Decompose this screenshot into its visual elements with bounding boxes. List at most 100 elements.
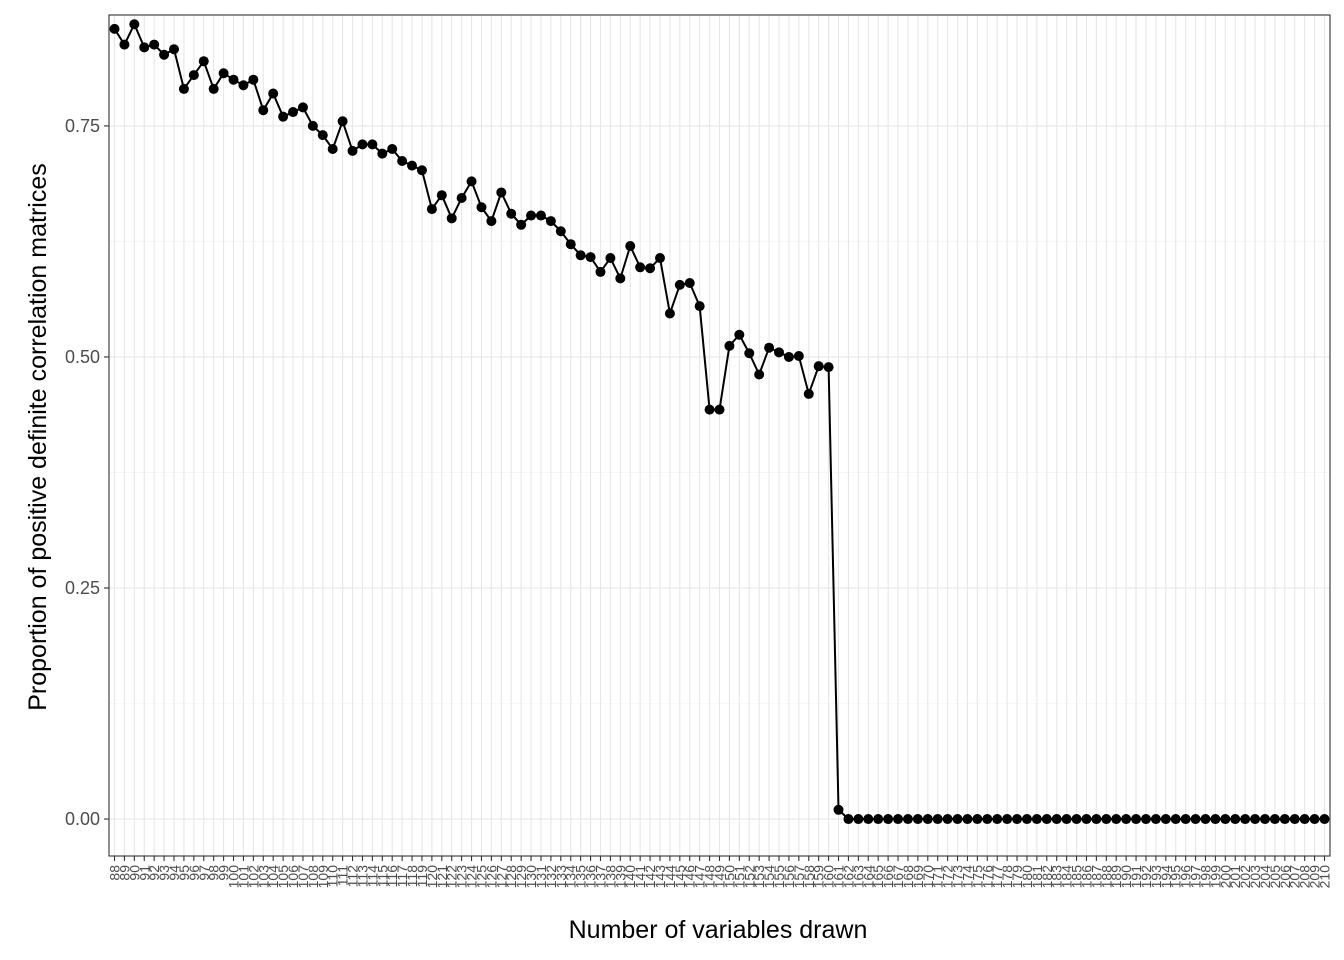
x-tick-label: 197 bbox=[1188, 865, 1204, 889]
data-point bbox=[714, 404, 725, 415]
data-point bbox=[823, 362, 834, 373]
x-tick-label: 147 bbox=[692, 865, 708, 889]
x-tick-label: 148 bbox=[702, 865, 718, 889]
data-point bbox=[347, 145, 358, 156]
x-tick-label: 145 bbox=[672, 865, 688, 889]
x-tick-label: 169 bbox=[910, 865, 926, 889]
x-tick-label: 125 bbox=[473, 865, 489, 889]
x-tick-label: 119 bbox=[414, 865, 430, 888]
data-point bbox=[1111, 814, 1122, 825]
x-axis: 8889909192939495969798991001011021031041… bbox=[107, 856, 1333, 888]
data-point bbox=[1150, 814, 1161, 825]
data-point bbox=[278, 111, 289, 122]
x-tick-label: 150 bbox=[721, 865, 737, 889]
x-tick-label: 201 bbox=[1227, 865, 1243, 889]
x-tick-label: 191 bbox=[1128, 865, 1144, 889]
x-tick-label: 208 bbox=[1297, 865, 1313, 889]
data-point bbox=[129, 19, 140, 30]
x-tick-label: 127 bbox=[493, 865, 509, 889]
data-point bbox=[754, 369, 765, 380]
data-point bbox=[813, 361, 824, 372]
x-tick-label: 189 bbox=[1108, 865, 1124, 889]
x-tick-label: 200 bbox=[1217, 865, 1233, 889]
x-tick-label: 206 bbox=[1277, 865, 1293, 889]
x-tick-label: 91 bbox=[136, 865, 152, 881]
x-tick-label: 199 bbox=[1207, 865, 1223, 889]
x-tick-label: 98 bbox=[206, 865, 222, 881]
x-tick-label: 158 bbox=[801, 865, 817, 889]
data-point bbox=[803, 388, 814, 399]
data-point bbox=[1121, 814, 1132, 825]
x-tick-label: 93 bbox=[156, 865, 172, 881]
data-point bbox=[1131, 814, 1142, 825]
data-point bbox=[982, 814, 993, 825]
data-point bbox=[397, 156, 408, 167]
data-point bbox=[972, 814, 983, 825]
data-point bbox=[664, 308, 675, 319]
data-point bbox=[198, 56, 209, 67]
x-tick-label: 94 bbox=[166, 865, 182, 881]
data-point bbox=[387, 144, 398, 155]
data-point bbox=[833, 804, 844, 815]
data-point bbox=[1210, 814, 1221, 825]
x-tick-label: 152 bbox=[741, 865, 757, 889]
data-point bbox=[615, 273, 626, 284]
data-point bbox=[674, 279, 685, 290]
data-point bbox=[635, 262, 646, 273]
x-tick-label: 140 bbox=[622, 865, 638, 889]
x-tick-label: 190 bbox=[1118, 865, 1134, 889]
data-point bbox=[1259, 814, 1270, 825]
x-tick-label: 136 bbox=[583, 865, 599, 889]
x-tick-label: 108 bbox=[305, 865, 321, 889]
x-tick-label: 146 bbox=[682, 865, 698, 889]
x-tick-label: 139 bbox=[612, 865, 628, 889]
data-point bbox=[268, 88, 279, 99]
x-tick-label: 116 bbox=[384, 865, 400, 888]
x-tick-label: 168 bbox=[900, 865, 916, 889]
data-point bbox=[337, 116, 348, 127]
data-point bbox=[1002, 814, 1013, 825]
data-point bbox=[1180, 814, 1191, 825]
x-tick-label: 193 bbox=[1148, 865, 1164, 889]
x-tick-label: 92 bbox=[146, 865, 162, 881]
data-point bbox=[734, 329, 745, 340]
x-tick-label: 96 bbox=[186, 865, 202, 881]
y-axis: 0.00 0.25 0.50 0.75 bbox=[65, 116, 109, 829]
data-point bbox=[109, 23, 120, 34]
x-tick-label: 88 bbox=[107, 865, 123, 881]
x-tick-label: 202 bbox=[1237, 865, 1253, 889]
x-tick-label: 142 bbox=[642, 865, 658, 889]
data-point bbox=[1071, 814, 1082, 825]
data-point bbox=[585, 252, 596, 263]
data-point bbox=[377, 148, 388, 159]
y-tick-label: 0.75 bbox=[65, 116, 100, 136]
y-axis-title: Proportion of positive definite correlat… bbox=[24, 163, 52, 711]
x-tick-label: 105 bbox=[275, 865, 291, 889]
x-tick-label: 194 bbox=[1158, 865, 1174, 889]
data-point bbox=[426, 204, 437, 215]
data-point bbox=[893, 814, 904, 825]
x-tick-label: 178 bbox=[999, 865, 1015, 889]
x-tick-label: 151 bbox=[731, 865, 747, 889]
data-point bbox=[1299, 814, 1310, 825]
x-tick-label: 134 bbox=[563, 865, 579, 889]
x-tick-label: 204 bbox=[1257, 865, 1273, 889]
data-point bbox=[793, 351, 804, 362]
data-point bbox=[902, 814, 913, 825]
data-point bbox=[1279, 814, 1290, 825]
data-point bbox=[208, 83, 219, 94]
x-tick-label: 163 bbox=[850, 865, 866, 889]
data-point bbox=[456, 192, 467, 203]
data-point bbox=[526, 210, 537, 221]
x-tick-label: 155 bbox=[771, 865, 787, 889]
data-point bbox=[506, 208, 517, 219]
x-tick-label: 175 bbox=[969, 865, 985, 889]
data-point bbox=[188, 70, 199, 81]
data-point bbox=[783, 351, 794, 362]
data-point bbox=[912, 814, 923, 825]
data-point bbox=[178, 83, 189, 94]
data-point bbox=[119, 39, 130, 50]
x-tick-label: 192 bbox=[1138, 865, 1154, 889]
x-tick-label: 174 bbox=[959, 865, 975, 889]
